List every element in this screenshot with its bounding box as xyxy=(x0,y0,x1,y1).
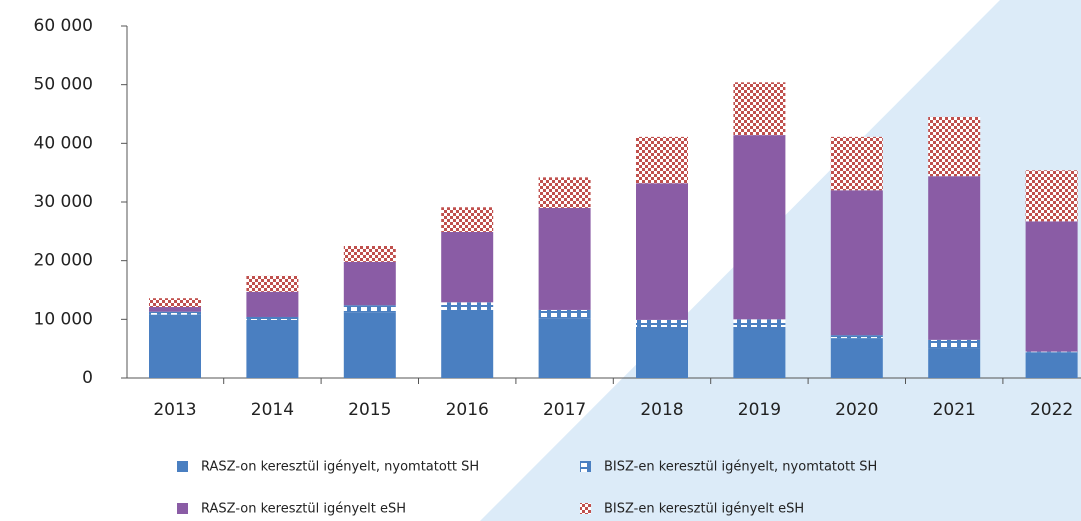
bar-segment xyxy=(636,136,688,184)
bar-segment xyxy=(246,319,299,378)
y-tick-label: 50 000 xyxy=(34,75,93,95)
bar-segment xyxy=(538,207,591,310)
bar-segment xyxy=(441,231,494,303)
x-tick-label: 2019 xyxy=(738,400,781,420)
legend-label: RASZ-on keresztül igényelt, nyomtatott S… xyxy=(201,460,479,475)
bar-segment xyxy=(149,298,201,308)
bar-segment xyxy=(733,319,786,327)
bar-segment xyxy=(830,190,883,336)
bar-segment xyxy=(343,312,396,378)
x-tick-label: 2021 xyxy=(933,400,976,420)
bar-segment xyxy=(928,348,981,378)
bar-segment xyxy=(538,309,591,319)
x-tick-label: 2016 xyxy=(446,400,489,420)
bar-segment xyxy=(538,177,591,208)
bar-segment xyxy=(343,261,396,306)
bar-segment xyxy=(149,311,201,315)
y-tick-label: 60 000 xyxy=(34,16,93,36)
legend-marker xyxy=(580,503,591,514)
bar-segment xyxy=(246,316,299,320)
bar-segment xyxy=(636,183,688,320)
x-tick-label: 2015 xyxy=(348,400,391,420)
y-tick-label: 0 xyxy=(82,368,93,388)
legend-marker xyxy=(177,461,188,472)
bar-segment xyxy=(441,207,494,232)
bar-segment xyxy=(343,305,396,313)
y-tick-label: 10 000 xyxy=(34,309,93,329)
y-tick-label: 40 000 xyxy=(34,133,93,153)
bar-segment xyxy=(441,309,494,378)
y-tick-label: 20 000 xyxy=(34,251,93,271)
bar-segment xyxy=(636,319,688,327)
bar-segment xyxy=(343,246,396,262)
bar-segment xyxy=(733,82,786,136)
y-tick-label: 30 000 xyxy=(34,192,93,212)
bar-segment xyxy=(830,335,883,339)
x-tick-label: 2014 xyxy=(251,400,294,420)
x-tick-label: 2018 xyxy=(640,400,683,420)
bar-segment xyxy=(1025,351,1078,353)
legend-marker xyxy=(177,503,188,514)
bar-segment xyxy=(1025,221,1078,352)
bar-segment xyxy=(1025,170,1078,222)
bar-segment xyxy=(441,302,494,310)
x-tick-label: 2020 xyxy=(835,400,878,420)
legend-marker xyxy=(580,461,591,472)
bar-segment xyxy=(830,338,883,378)
bar-segment xyxy=(1025,352,1078,378)
bar-segment xyxy=(149,314,201,378)
legend-label: BISZ-en keresztül igényelt, nyomtatott S… xyxy=(604,460,877,475)
bar-segment xyxy=(733,326,786,378)
x-tick-label: 2013 xyxy=(153,400,196,420)
bar-segment xyxy=(928,116,981,177)
bar-segment xyxy=(733,135,786,320)
bar-segment xyxy=(538,318,591,378)
bar-segment xyxy=(636,326,688,378)
bar-segment xyxy=(830,136,883,191)
bar-segment xyxy=(246,275,299,292)
x-tick-label: 2017 xyxy=(543,400,586,420)
x-tick-label: 2022 xyxy=(1030,400,1073,420)
bar-segment xyxy=(246,291,299,317)
legend-label: BISZ-en keresztül igényelt eSH xyxy=(604,502,804,517)
bar-segment xyxy=(149,307,201,312)
legend-label: RASZ-on keresztül igényelt eSH xyxy=(201,502,406,517)
bar-segment xyxy=(928,176,981,340)
bar-segment xyxy=(928,339,981,349)
